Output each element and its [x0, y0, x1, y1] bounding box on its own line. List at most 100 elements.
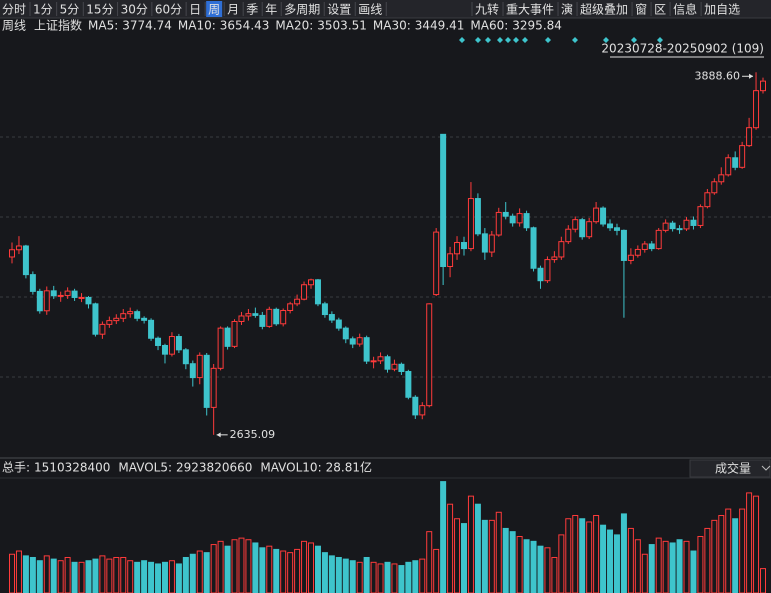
volume-bar	[224, 545, 231, 593]
candle-body	[189, 363, 196, 379]
mavol-value: 2923820660	[176, 461, 252, 475]
candle-body	[342, 327, 349, 340]
volume-bar	[509, 531, 516, 593]
period-tab[interactable]: 画线	[358, 3, 382, 17]
volume-bar	[391, 563, 398, 593]
candle-body	[669, 222, 676, 230]
tool-button[interactable]: 超级叠加	[580, 2, 628, 17]
volume-bar	[384, 561, 391, 593]
candle-body	[662, 222, 669, 231]
candle-body	[627, 254, 634, 261]
period-tab[interactable]: 季	[246, 3, 258, 17]
period-tab[interactable]: 60分	[155, 3, 182, 17]
candle-body	[182, 349, 189, 365]
candle-body	[148, 319, 155, 339]
indicator-button[interactable]	[689, 459, 771, 478]
min-label: 2635.09	[230, 428, 276, 441]
candle-body	[308, 279, 315, 286]
volume-bar	[746, 492, 753, 593]
candle-body	[231, 320, 238, 347]
ma-label: MA10:	[178, 19, 216, 33]
candle-body	[419, 405, 426, 416]
period-tab[interactable]: 设置	[327, 3, 351, 17]
period-tab[interactable]: 5分	[60, 3, 80, 17]
volume-bar	[467, 495, 474, 593]
volume-bar	[641, 553, 648, 593]
volume-value: 1510328400	[34, 461, 110, 475]
volume-bar	[36, 560, 43, 593]
period-tab[interactable]: 30分	[121, 3, 148, 17]
volume-bar	[593, 515, 600, 593]
period-tab[interactable]: 年	[265, 3, 277, 17]
period-tab[interactable]: 多周期	[284, 3, 320, 17]
indicator-button-label[interactable]: 成交量	[715, 461, 751, 476]
candle-body	[739, 145, 746, 168]
period-tab[interactable]: 分时	[2, 3, 26, 17]
candle-body	[85, 296, 92, 305]
candle-body	[648, 243, 655, 250]
tool-button[interactable]: 信息	[673, 2, 697, 17]
volume-bar	[683, 540, 690, 593]
volume-bar	[600, 524, 607, 593]
tool-button[interactable]: 窗	[635, 3, 647, 17]
candle-body	[509, 215, 516, 224]
ma-value: 3295.84	[512, 19, 562, 33]
volume-bar	[217, 540, 224, 593]
candle-body	[467, 198, 474, 250]
candle-body	[537, 267, 544, 282]
volume-bar	[182, 556, 189, 593]
volume-bar	[92, 558, 99, 593]
candle-body	[134, 311, 141, 319]
period-tab[interactable]: 月	[227, 3, 239, 17]
ma-label: MA30:	[373, 19, 411, 33]
period-tab[interactable]: 日	[189, 3, 201, 17]
tool-button[interactable]: 重大事件	[506, 3, 554, 17]
candle-body	[718, 174, 725, 183]
period-tab[interactable]: 1分	[33, 3, 53, 17]
candle-body	[252, 313, 259, 316]
candle-body	[238, 315, 245, 322]
candle-body	[551, 256, 558, 261]
tool-button[interactable]: 区	[654, 3, 666, 17]
tool-button[interactable]: 九转	[475, 2, 499, 17]
candle-body	[634, 248, 641, 256]
candle-body	[725, 157, 732, 176]
candle-body	[572, 219, 579, 230]
volume-bar	[141, 560, 148, 593]
tool-button[interactable]: 加自选	[704, 3, 740, 17]
volume-bar	[495, 511, 502, 593]
volume-bar	[433, 548, 440, 593]
volume-bar	[530, 540, 537, 593]
volume-bar	[690, 550, 697, 593]
candle-body	[516, 213, 523, 224]
candle-body	[29, 274, 36, 292]
period-tab[interactable]: 周	[208, 3, 220, 17]
date-range[interactable]: 20230728-20250902 (109)	[601, 42, 764, 56]
candle-body	[704, 192, 711, 208]
volume-bar	[127, 560, 134, 593]
candle-body	[314, 279, 321, 305]
candle-body	[245, 313, 252, 317]
candle-body	[224, 327, 231, 347]
volume-bar	[363, 556, 370, 593]
candle-body	[405, 371, 412, 398]
volume-bar	[558, 534, 565, 593]
candle-body	[690, 219, 697, 226]
period-tab-active	[206, 1, 223, 17]
candle-body	[398, 363, 405, 373]
tool-button[interactable]: 演	[561, 2, 573, 17]
volume-bar	[210, 544, 217, 593]
mavol-value: 28.81亿	[326, 460, 372, 475]
volume-bar	[648, 544, 655, 593]
candle-body	[391, 363, 398, 370]
ma-label: MA20:	[275, 19, 313, 33]
volume-bar	[161, 561, 168, 593]
volume-bar	[718, 515, 725, 593]
period-tab[interactable]: 15分	[86, 3, 113, 17]
volume-bar	[711, 519, 718, 593]
candle-body	[64, 290, 71, 296]
candle-body	[426, 303, 433, 407]
candle-body	[168, 336, 175, 355]
candle-body	[155, 337, 162, 346]
